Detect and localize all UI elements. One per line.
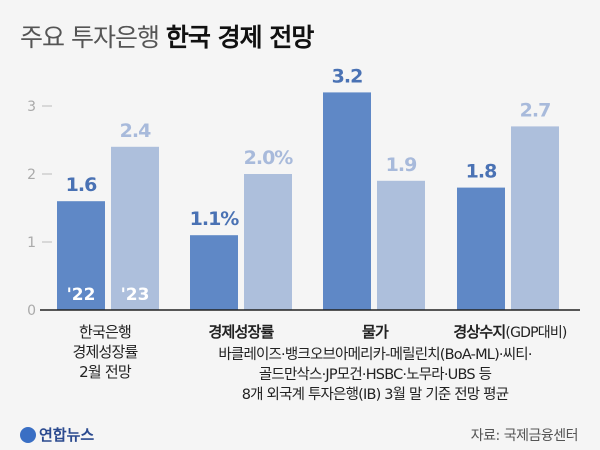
bar [244, 174, 292, 310]
data-label: 3.2 [332, 65, 363, 87]
bar [111, 146, 159, 310]
bok-line3: 2월 전망 [79, 363, 132, 381]
y-tick-label: 0 [27, 303, 36, 319]
data-label: 1.8 [466, 161, 497, 183]
category-bok: 한국은행 경제성장률 2월 전망 [50, 322, 160, 382]
category-prices: 물가 [361, 323, 389, 341]
y-tick-label: 3 [27, 99, 36, 115]
data-label: 1.1% [190, 208, 240, 230]
category-growth: 경제성장률 [208, 323, 274, 341]
data-label: 2.4 [120, 120, 151, 142]
year-label: '22 [67, 285, 96, 305]
data-label: 2.0% [244, 147, 294, 169]
logo-text: 연합뉴스 [39, 426, 95, 444]
y-tick-label: 2 [27, 167, 36, 183]
bok-line2: 경제성장률 [72, 343, 138, 361]
data-label: 2.7 [520, 99, 551, 121]
title-light: 주요 투자은행 [20, 23, 160, 52]
ib-note-line2: 골드만삭스·JP모건·HSBC·노무라·UBS 등 [258, 367, 492, 383]
ib-note-line3: 8개 외국계 투자은행(IB) 3월 말 기준 전망 평균 [241, 387, 509, 403]
bok-line1: 한국은행 [78, 323, 132, 341]
chart-title: 주요 투자은행 한국 경제 전망 [20, 18, 314, 54]
source-note: 자료: 국제금융센터 [470, 428, 579, 444]
year-label: '23 [121, 285, 150, 305]
bar [323, 92, 371, 311]
ib-note-line1: 바클레이즈·뱅크오브아메리카-메릴린치(BoA-ML)·씨티· [218, 347, 532, 363]
ib-note: 바클레이즈·뱅크오브아메리카-메릴린치(BoA-ML)·씨티· 골드만삭스·JP… [175, 345, 575, 405]
bar [57, 201, 105, 310]
data-label: 1.6 [66, 174, 97, 196]
category-current-account: 경상수지 [453, 323, 506, 341]
bar [457, 187, 505, 310]
title-bold: 한국 경제 전망 [165, 23, 314, 52]
logo-mark-icon [20, 426, 36, 443]
y-tick-label: 1 [27, 235, 36, 251]
yonhap-logo: 연합뉴스 [20, 424, 94, 445]
bar [511, 126, 559, 311]
bar [377, 180, 425, 310]
bar [190, 235, 238, 310]
category-current-account-note: (GDP대비) [505, 325, 567, 341]
data-label: 1.9 [386, 154, 417, 176]
